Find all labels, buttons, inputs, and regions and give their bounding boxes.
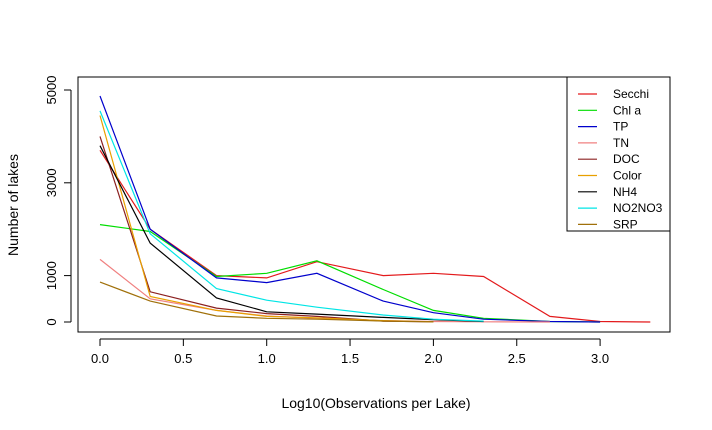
series-line-chl-a (99, 224, 601, 323)
series-line-tn (99, 258, 550, 323)
x-axis: 0.0 0.5 1.0 1.5 2.0 2.5 3.0 (91, 338, 609, 366)
x-tick-label: 2.0 (424, 351, 442, 366)
legend-label: SRP (613, 217, 638, 231)
legend-label: NH4 (613, 185, 637, 199)
x-tick-label: 1.5 (341, 351, 359, 366)
legend-label: Color (613, 169, 642, 183)
series-line-srp (99, 281, 434, 323)
y-tick-label: 5000 (44, 76, 59, 105)
y-axis-title: Number of lakes (5, 154, 21, 256)
x-tick-label: 0.5 (174, 351, 192, 366)
x-axis-title: Log10(Observations per Lake) (281, 395, 470, 411)
legend-box (566, 76, 671, 232)
plot-frame (77, 76, 671, 333)
x-tick-label: 2.5 (508, 351, 526, 366)
legend-label: Secchi (613, 87, 649, 101)
legend-label: TP (613, 120, 628, 134)
legend: Secchi Chl a TP TN DOC Color NH4 NO2NO3 SRP (566, 76, 671, 232)
y-tick-label: 1000 (44, 261, 59, 290)
x-tick-label: 3.0 (591, 351, 609, 366)
x-tick-label: 1.0 (258, 351, 276, 366)
series-line-nh4 (99, 145, 484, 323)
y-tick-label: 0 (44, 318, 59, 325)
series-line-tp (99, 95, 601, 323)
series-lines (99, 95, 651, 323)
y-tick-label: 3000 (44, 168, 59, 197)
legend-label: Chl a (613, 103, 641, 117)
y-axis: 0 1000 3000 5000 (44, 76, 72, 326)
series-line-no2no3 (99, 110, 484, 322)
series-line-secchi (99, 149, 651, 323)
legend-label: NO2NO3 (613, 201, 663, 215)
x-tick-label: 0.0 (91, 351, 109, 366)
legend-label: TN (613, 136, 629, 150)
legend-label: DOC (613, 152, 640, 166)
